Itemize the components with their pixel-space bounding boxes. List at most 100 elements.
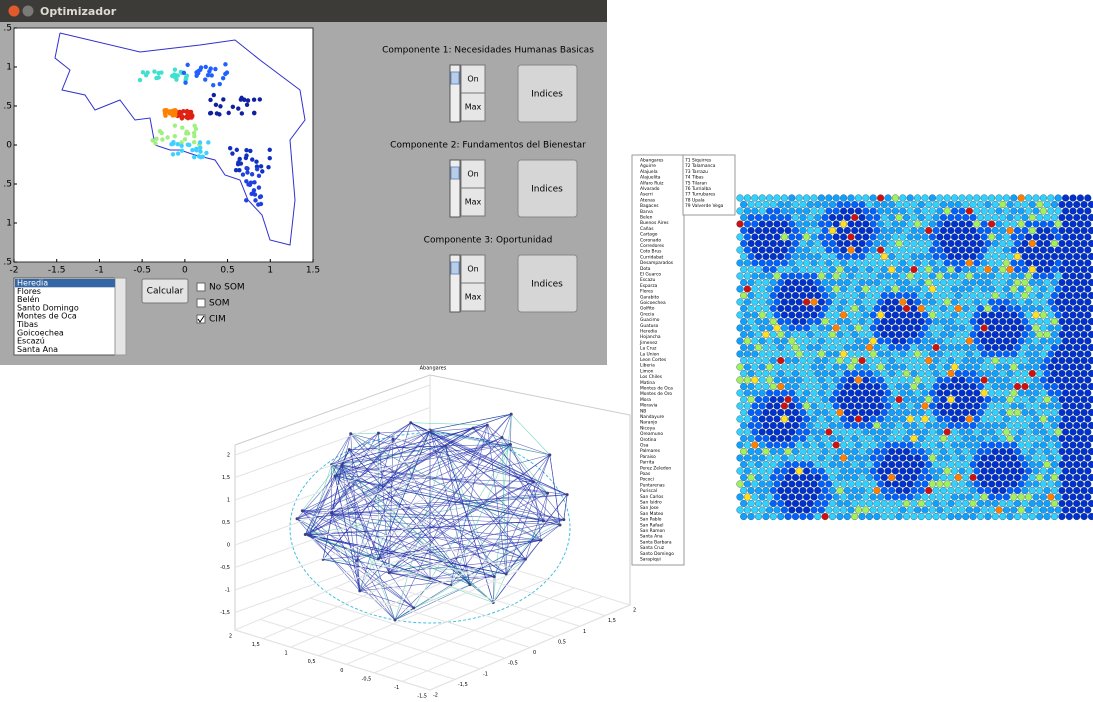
y-tick-label: -1 [483, 671, 488, 677]
hex-cell [1033, 208, 1040, 215]
hex-cell [996, 338, 1003, 345]
hex-cell [748, 331, 755, 338]
hex-cell [981, 234, 988, 241]
hex-cell [988, 455, 995, 462]
hex-cell [807, 253, 814, 260]
minimize-button[interactable] [23, 6, 34, 17]
hex-cell [1062, 351, 1069, 358]
checkbox[interactable] [197, 283, 205, 291]
y-tick-label: 2 [633, 608, 636, 614]
hex-cell [1044, 279, 1051, 286]
hex-cell [844, 435, 851, 442]
hex-cell [1010, 260, 1017, 267]
hex-cell [759, 325, 766, 332]
slider-thumb[interactable] [451, 72, 459, 84]
hex-cell [959, 195, 966, 202]
hex-cell [1077, 507, 1084, 514]
hex-cell [866, 292, 873, 299]
hex-cell [1077, 429, 1084, 436]
hex-cell [992, 357, 999, 364]
hex-cell [962, 435, 969, 442]
hex-cell [966, 312, 973, 319]
hex-cell [1077, 481, 1084, 488]
hex-cell [903, 201, 910, 208]
scatter-dot [253, 198, 257, 202]
hex-cell [914, 494, 921, 501]
hex-cell [944, 338, 951, 345]
hex-cell [948, 240, 955, 247]
hex-cell [770, 487, 777, 494]
hex-cell [829, 240, 836, 247]
hex-cell [1003, 273, 1010, 280]
hex-cell [1070, 351, 1077, 358]
hex-cell [818, 299, 825, 306]
hex-cell [759, 481, 766, 488]
close-button[interactable] [9, 6, 20, 17]
hex-cell [999, 461, 1006, 468]
hex-cell [866, 474, 873, 481]
list-item[interactable]: Santa Ana [17, 345, 58, 354]
hex-cell [1003, 247, 1010, 254]
hex-cell [777, 214, 784, 221]
hex-cell [851, 383, 858, 390]
hex-cell [903, 292, 910, 299]
hex-cell [800, 383, 807, 390]
hex-cell [851, 266, 858, 273]
hex-cell [822, 357, 829, 364]
hex-cell [1051, 318, 1058, 325]
canton-name: 73 Tarrazu [685, 169, 708, 175]
hex-cell [1022, 331, 1029, 338]
hex-cell [788, 416, 795, 423]
hex-cell [951, 195, 958, 202]
hex-cell [848, 351, 855, 358]
hex-cell [1010, 208, 1017, 215]
hex-cell [1088, 487, 1093, 494]
hex-cell [833, 390, 840, 397]
hex-cell [777, 448, 784, 455]
hex-cell [751, 299, 758, 306]
hex-cell [1047, 442, 1054, 449]
hex-cell [922, 234, 929, 241]
hex-cell [862, 429, 869, 436]
checkbox[interactable] [197, 299, 205, 307]
hex-cell [925, 474, 932, 481]
hex-cell [862, 273, 869, 280]
y-grid-line [260, 619, 455, 679]
canton-name: Hojancha [640, 334, 661, 340]
canton-name: San Ramon [640, 528, 665, 534]
hex-cell [766, 507, 773, 514]
hex-cell [1018, 208, 1025, 215]
hex-cell [848, 507, 855, 514]
hex-cell [770, 435, 777, 442]
hex-cell [929, 377, 936, 384]
hex-cell [859, 318, 866, 325]
hex-cell [1059, 383, 1066, 390]
hex-cell [807, 227, 814, 234]
hex-cell [1007, 292, 1014, 299]
hex-cell [1077, 494, 1084, 501]
hex-cell [907, 442, 914, 449]
slider-thumb[interactable] [451, 262, 459, 274]
hex-cell [892, 442, 899, 449]
hex-cell [811, 299, 818, 306]
hex-cell [870, 481, 877, 488]
hex-cell [844, 409, 851, 416]
hex-cell [818, 234, 825, 241]
hex-cell [755, 240, 762, 247]
hex-cell [1029, 292, 1036, 299]
hex-cell [763, 461, 770, 468]
hex-cell [885, 312, 892, 319]
hex-cell [792, 344, 799, 351]
hex-cell [1073, 214, 1080, 221]
hex-cell [755, 305, 762, 312]
listbox-scrollbar[interactable] [115, 278, 126, 355]
hex-cell [848, 312, 855, 319]
hex-cell [996, 195, 1003, 202]
hex-cell [803, 325, 810, 332]
hex-cell [955, 461, 962, 468]
slider-thumb[interactable] [451, 167, 459, 179]
hex-cell [911, 461, 918, 468]
hex-cell [874, 396, 881, 403]
hex-cell [1062, 507, 1069, 514]
hex-cell [766, 494, 773, 501]
